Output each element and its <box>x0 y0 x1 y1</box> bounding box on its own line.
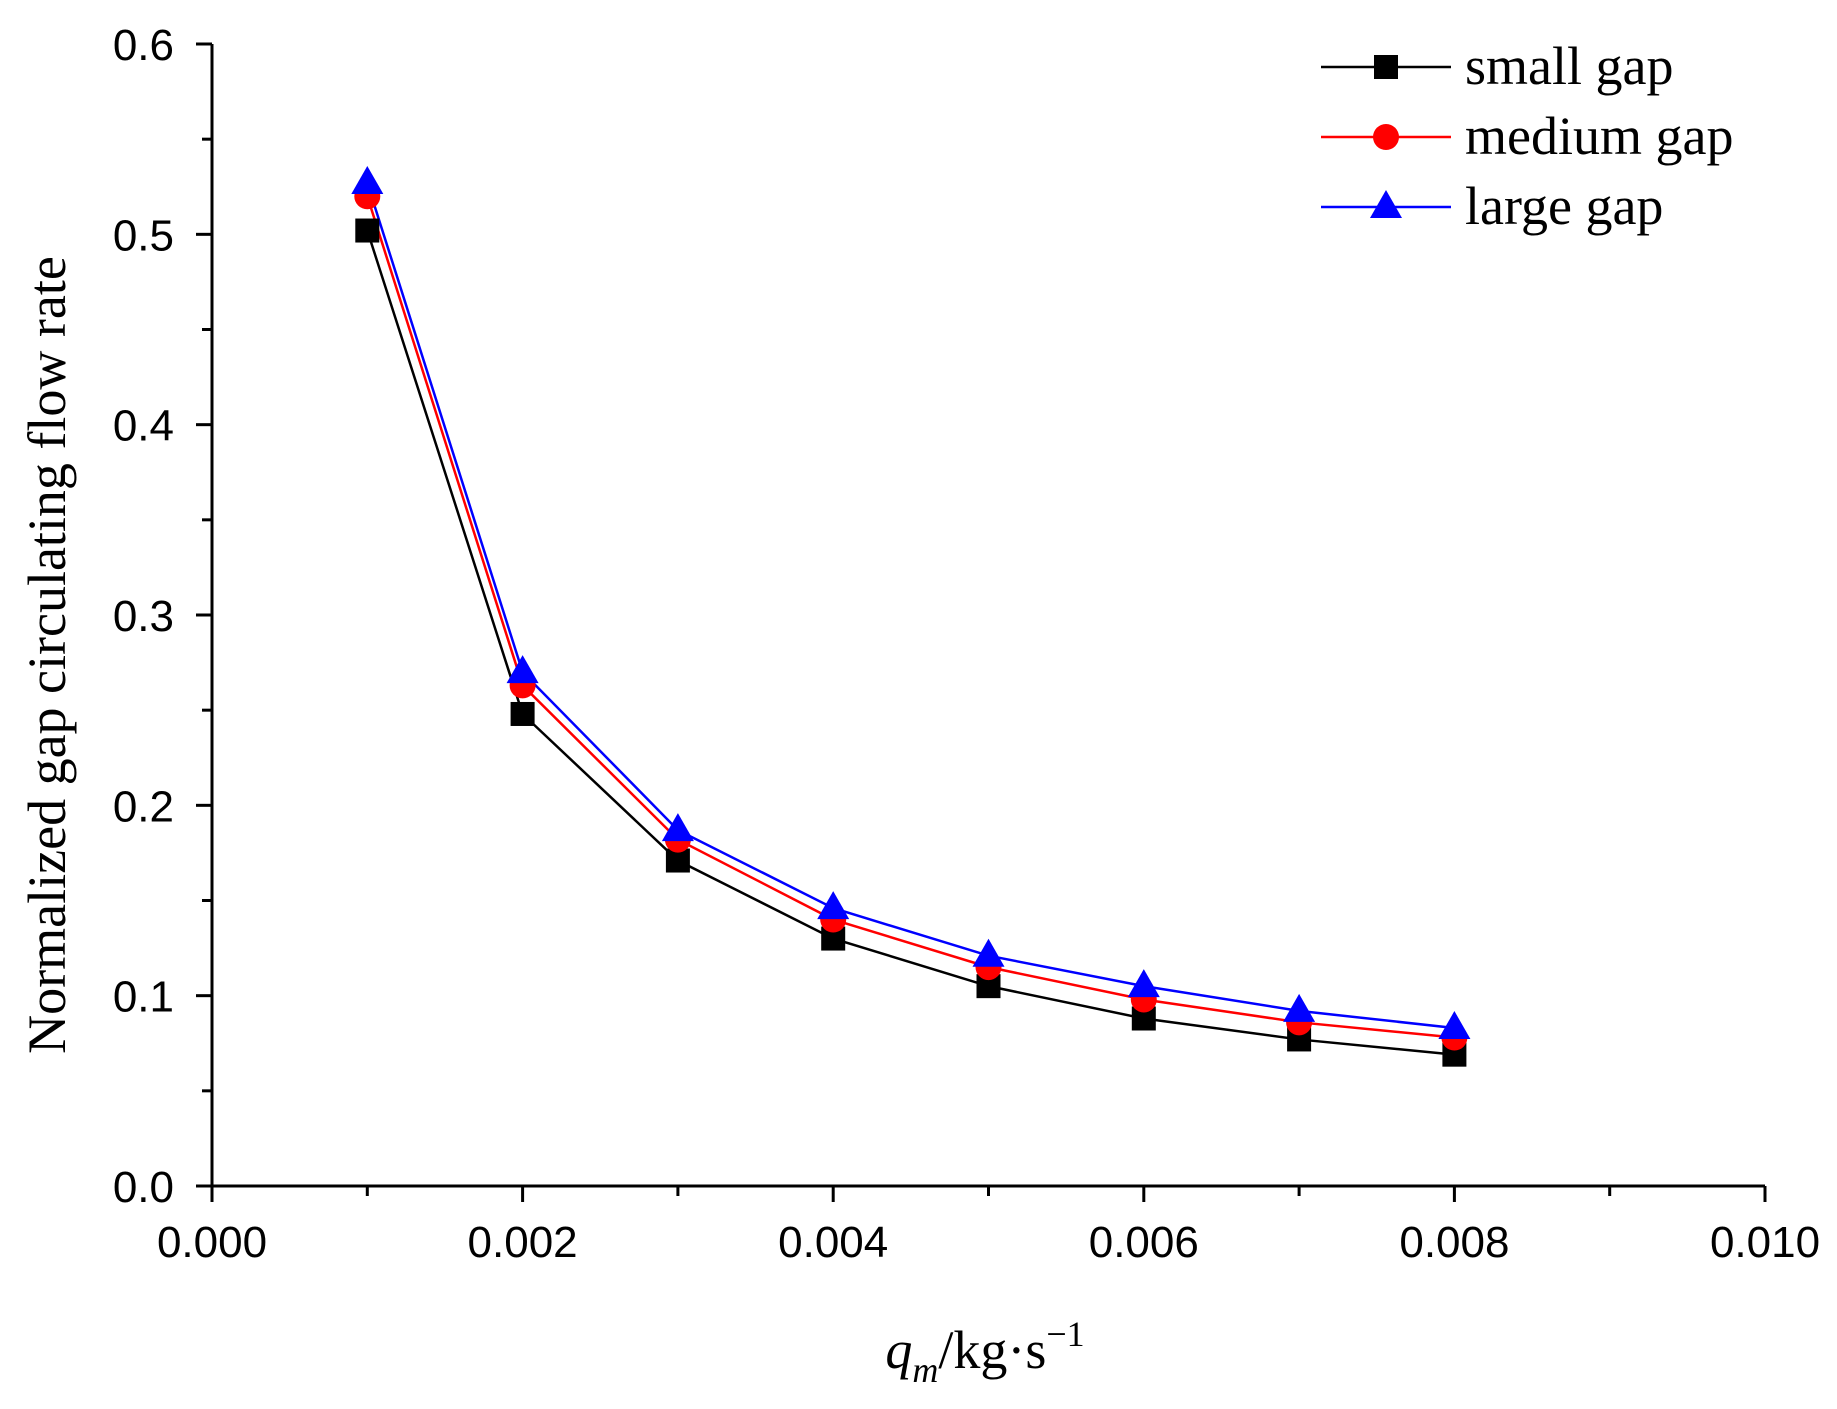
legend-label-medium-gap: medium gap <box>1465 106 1733 166</box>
x-tick-label: 0.004 <box>778 1218 888 1267</box>
tick-marks <box>196 42 1767 1202</box>
series-line-small-gap <box>366 230 1455 1056</box>
legend-marker-medium-gap <box>1373 124 1399 150</box>
series-lines <box>366 182 1455 1056</box>
y-tick-label: 0.0 <box>113 1163 174 1212</box>
y-tick-label: 0.1 <box>113 973 174 1022</box>
data-point-large-gap <box>661 813 694 842</box>
x-tick-label: 0.010 <box>1710 1218 1820 1267</box>
data-point-large-gap <box>1438 1011 1471 1040</box>
data-point-large-gap <box>1127 969 1160 998</box>
x-axis-superscript: −1 <box>1046 1314 1084 1354</box>
legend-marker-large-gap <box>1370 190 1402 218</box>
data-point-large-gap <box>972 938 1005 967</box>
y-tick-label: 0.2 <box>113 782 174 831</box>
series-line-medium-gap <box>366 195 1455 1039</box>
data-point-small-gap <box>510 701 535 726</box>
y-tick-label: 0.6 <box>113 21 174 70</box>
legend: small gap medium gap large gap <box>1321 36 1733 236</box>
data-point-large-gap <box>817 891 850 920</box>
x-axis-unit: /kg·s <box>938 1320 1046 1380</box>
x-tick-label: 0.000 <box>157 1218 267 1267</box>
data-point-small-gap <box>1131 1006 1156 1031</box>
legend-marker-small-gap <box>1374 55 1398 79</box>
x-axis-title: qm/kg·s−1 <box>885 1314 1084 1390</box>
x-tick-label: 0.006 <box>1089 1218 1199 1267</box>
y-axis-title: Normalized gap circulating flow rate <box>17 256 77 1054</box>
y-tick-label: 0.3 <box>113 592 174 641</box>
tick-labels: 0.000 0.002 0.004 0.006 0.008 0.010 0.0 0.1 0.2 0… <box>113 21 1820 1267</box>
x-axis-symbol: q <box>885 1320 912 1380</box>
legend-label-small-gap: small gap <box>1465 36 1673 96</box>
legend-label-large-gap: large gap <box>1465 176 1663 236</box>
y-tick-label: 0.5 <box>113 211 174 260</box>
x-tick-label: 0.002 <box>468 1218 578 1267</box>
y-tick-label: 0.4 <box>113 402 174 451</box>
data-point-large-gap <box>506 655 539 684</box>
series-markers <box>351 165 1471 1067</box>
data-point-small-gap <box>355 218 380 243</box>
series-line-large-gap <box>366 182 1455 1030</box>
x-tick-label: 0.008 <box>1399 1218 1509 1267</box>
x-axis-subscript: m <box>912 1350 938 1390</box>
data-point-large-gap <box>1283 993 1316 1022</box>
data-point-large-gap <box>351 165 384 194</box>
